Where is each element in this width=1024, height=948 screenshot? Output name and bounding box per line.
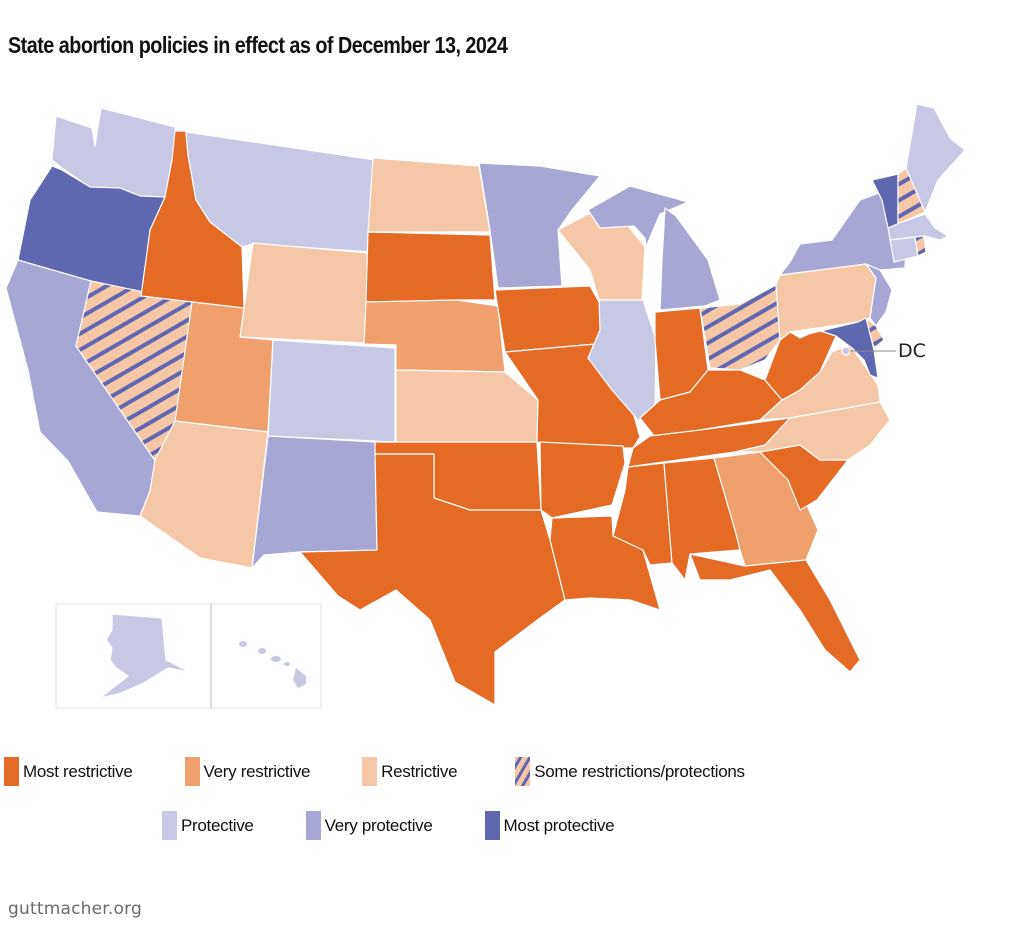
legend-swatch [4,757,19,786]
state-dc[interactable] [841,346,851,356]
legend-item-very-protective: Very protective [305,811,433,840]
legend-item-very-restrictive: Very restrictive [184,757,311,786]
legend-item-some: Some restrictions/protections [515,757,745,786]
legend-item-most-protective: Most protective [484,811,615,840]
legend-swatch [184,757,200,786]
legend-swatch [305,811,321,840]
dc-label: DC [898,340,926,362]
state-il[interactable] [587,299,657,421]
state-mi-lower[interactable] [659,207,721,311]
legend-swatch [362,757,378,786]
state-ct[interactable] [889,236,919,263]
state-nj[interactable] [865,263,893,327]
state-ar[interactable] [539,441,626,519]
legend-label: Some restrictions/protections [534,761,745,781]
state-wy[interactable] [239,242,369,344]
state-hi[interactable] [239,641,306,688]
legend-swatch [515,757,531,786]
state-ks[interactable] [395,369,539,443]
us-map [5,103,966,709]
legend-item-most-restrictive: Most restrictive [4,757,133,786]
source-credit: guttmacher.org [8,899,142,919]
inset-alaska-hawaii [55,603,322,709]
state-nd[interactable] [367,157,491,233]
legend-label: Most protective [503,815,615,835]
state-co[interactable] [267,339,396,443]
legend-row-2: Protective Very protective Most protective [162,811,615,840]
legend-item-restrictive: Restrictive [362,757,458,786]
legend-label: Most restrictive [23,761,133,781]
state-nm[interactable] [251,435,378,569]
legend-label: Protective [181,815,254,835]
state-ia[interactable] [494,285,609,353]
state-nc[interactable] [734,401,891,461]
state-la[interactable] [549,515,661,611]
map-title: State abortion policies in effect as of … [8,32,508,58]
legend-row-1: Most restrictive Very restrictive Restrict… [4,757,745,786]
state-ak[interactable] [99,613,201,699]
state-md[interactable] [807,317,879,379]
legend-swatch [484,811,500,840]
legend-swatch [162,811,177,840]
state-oh[interactable] [699,284,781,371]
legend-label: Very restrictive [203,761,311,781]
state-me[interactable] [905,103,966,213]
state-tx[interactable] [299,453,566,706]
legend-item-protective: Protective [162,811,254,840]
legend-label: Very protective [324,815,433,835]
state-ri[interactable] [914,235,927,257]
state-fl[interactable] [689,553,861,673]
state-mi[interactable] [587,185,689,248]
state-nh[interactable] [897,167,926,227]
legend-label: Restrictive [381,761,458,781]
state-sd[interactable] [365,231,496,303]
